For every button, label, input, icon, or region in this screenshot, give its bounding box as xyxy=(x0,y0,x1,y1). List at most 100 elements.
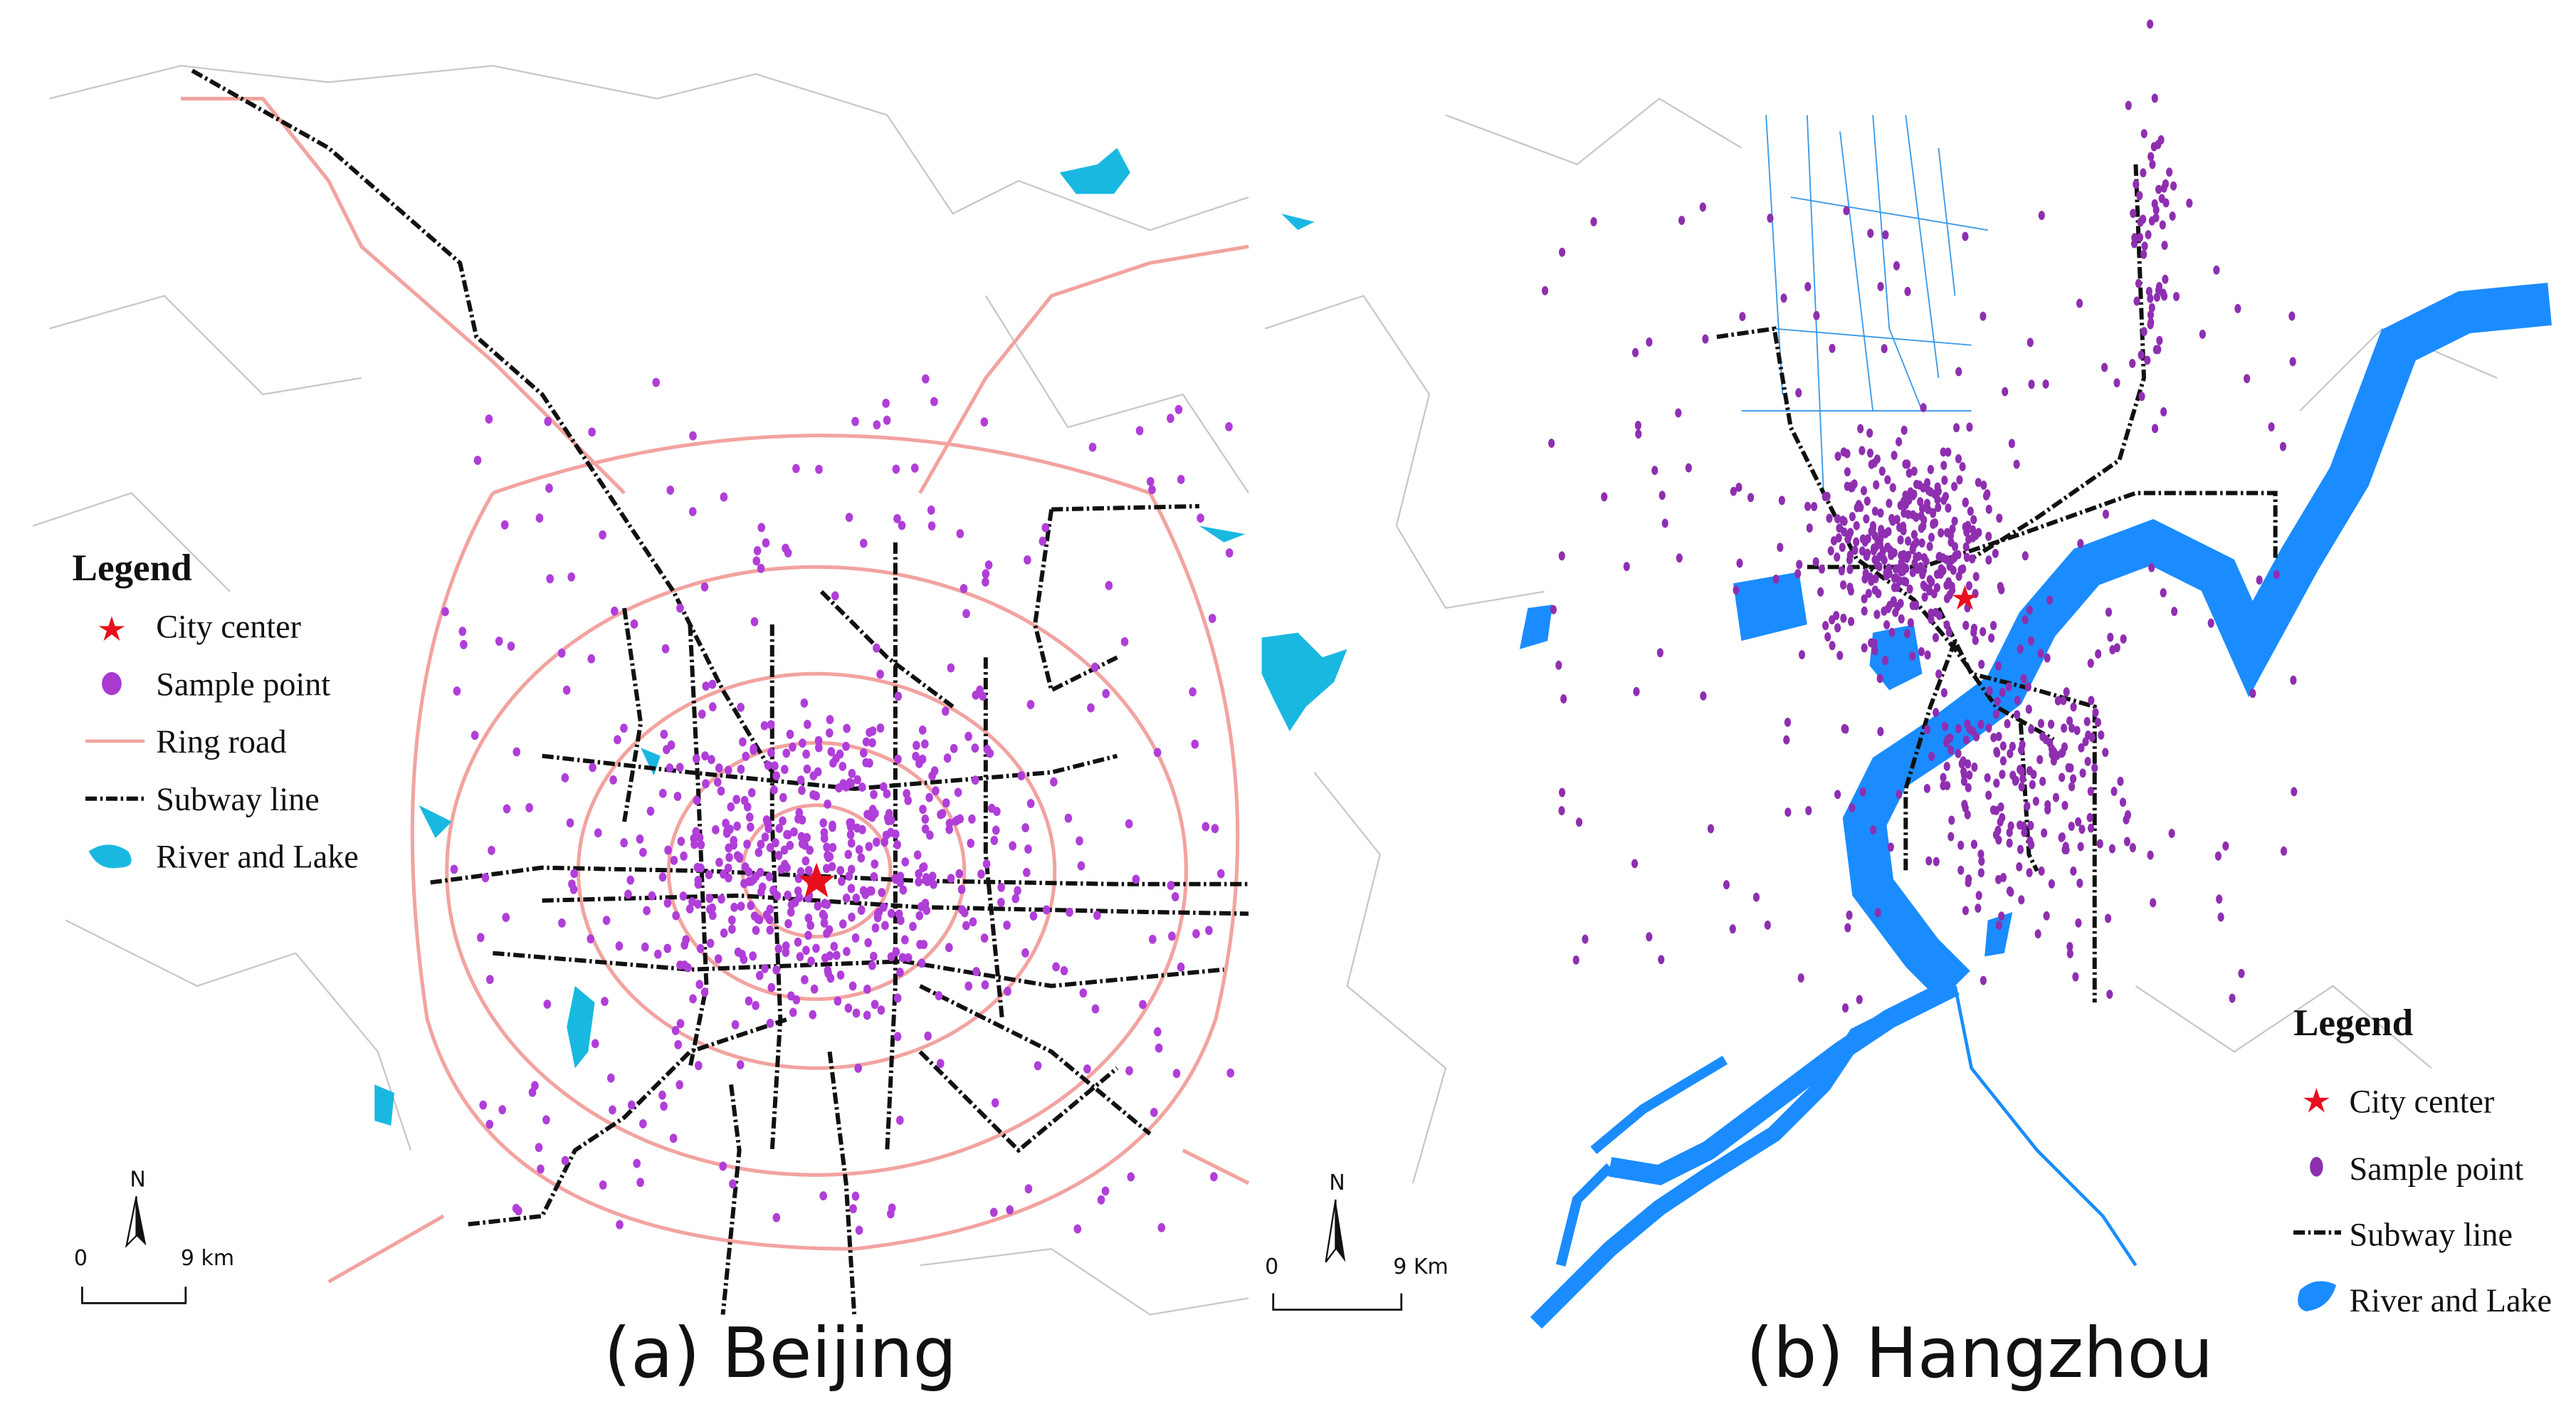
sample-point xyxy=(1947,537,1955,547)
sample-point xyxy=(728,924,736,934)
sample-point xyxy=(1812,557,1819,567)
sample-point xyxy=(1933,708,1940,718)
sample-point xyxy=(2216,894,2223,904)
sample-point xyxy=(1945,503,1952,513)
sample-point xyxy=(2006,838,2013,848)
sample-point xyxy=(2149,159,2156,169)
sample-point xyxy=(1780,293,1787,303)
sample-point xyxy=(740,879,748,889)
sample-point xyxy=(767,983,776,992)
sample-point xyxy=(1039,536,1047,546)
sample-point xyxy=(1861,643,1868,653)
sample-point xyxy=(697,840,705,850)
sample-point xyxy=(894,754,902,764)
sample-point xyxy=(1943,528,1951,538)
sample-point xyxy=(733,851,742,861)
sample-point xyxy=(752,1000,759,1010)
sample-point xyxy=(525,803,533,812)
sample-point xyxy=(1752,892,1760,902)
sample-point xyxy=(767,720,775,730)
sample-point xyxy=(1097,1195,1105,1205)
sample-point xyxy=(1558,806,1565,816)
sample-point xyxy=(689,431,697,441)
sample-point xyxy=(1859,546,1866,556)
sample-point xyxy=(1955,571,1962,581)
sample-point xyxy=(1017,771,1026,781)
sample-point xyxy=(1851,479,1858,489)
sample-point xyxy=(1845,532,1852,542)
sample-point xyxy=(2024,801,2031,811)
sample-point xyxy=(1929,508,1937,518)
caption: (b) Hangzhou xyxy=(1746,1313,2213,1393)
sample-point xyxy=(719,1161,727,1171)
sample-point xyxy=(838,876,846,886)
sample-point xyxy=(2162,274,2169,284)
sample-point xyxy=(693,795,701,805)
sample-point xyxy=(1764,920,1771,930)
sample-point xyxy=(502,913,510,923)
sample-point xyxy=(652,377,661,387)
sample-point xyxy=(2096,839,2103,849)
sample-point xyxy=(831,591,839,601)
sample-point xyxy=(1969,554,1976,564)
sample-point xyxy=(745,867,753,877)
sample-point xyxy=(930,397,938,407)
sample-point xyxy=(1887,842,1894,852)
sample-point xyxy=(1992,709,1999,719)
sample-point xyxy=(2037,718,2045,728)
sample-point xyxy=(893,1032,902,1042)
sample-point xyxy=(829,842,837,852)
sample-point xyxy=(488,846,495,855)
sample-point xyxy=(701,751,709,761)
sample-point xyxy=(624,889,632,899)
sample-point xyxy=(1913,601,1920,611)
sample-point xyxy=(717,786,725,796)
sample-point xyxy=(853,775,861,785)
sample-point xyxy=(1052,962,1060,972)
sample-point xyxy=(1923,498,1931,508)
sample-point xyxy=(2044,800,2051,810)
sample-point xyxy=(743,839,751,849)
sample-point xyxy=(765,915,774,925)
sample-point xyxy=(819,1191,827,1201)
sample-point xyxy=(1091,1004,1100,1014)
sample-point xyxy=(792,463,800,473)
sample-point xyxy=(1853,520,1860,530)
sample-point xyxy=(620,838,628,848)
sample-point xyxy=(2039,777,2046,786)
sample-point xyxy=(537,1164,545,1174)
legend-label: River and Lake xyxy=(2349,1282,2552,1319)
sample-point xyxy=(1955,748,1962,758)
sample-point xyxy=(1940,447,1947,457)
sample-point xyxy=(568,879,576,889)
sample-point xyxy=(1555,660,1562,670)
sample-point xyxy=(1685,463,1692,473)
sample-point xyxy=(1925,584,1933,594)
sample-point xyxy=(1909,651,1916,661)
sample-point xyxy=(1021,823,1029,833)
sample-point xyxy=(507,641,515,651)
sample-point xyxy=(717,894,725,904)
sample-point xyxy=(690,839,698,849)
sample-point xyxy=(1211,824,1219,834)
sample-point xyxy=(562,685,571,695)
sample-point xyxy=(964,981,973,991)
sample-point xyxy=(726,824,734,834)
sample-point xyxy=(806,921,814,931)
sample-point xyxy=(930,766,939,776)
sample-point xyxy=(915,877,922,887)
sample-point xyxy=(2005,682,2012,692)
sample-point xyxy=(672,911,680,921)
sample-point xyxy=(470,730,479,740)
sample-point xyxy=(792,995,801,1005)
sample-point xyxy=(1093,911,1101,921)
sample-point xyxy=(641,942,649,952)
sample-point xyxy=(1881,555,1888,565)
sample-point xyxy=(1901,425,1908,435)
sample-point xyxy=(1700,691,1707,701)
sample-point xyxy=(1978,857,1985,866)
sample-point xyxy=(804,913,813,923)
sample-point xyxy=(1964,719,1971,729)
sample-point xyxy=(1590,217,1597,226)
sample-point xyxy=(535,513,544,523)
